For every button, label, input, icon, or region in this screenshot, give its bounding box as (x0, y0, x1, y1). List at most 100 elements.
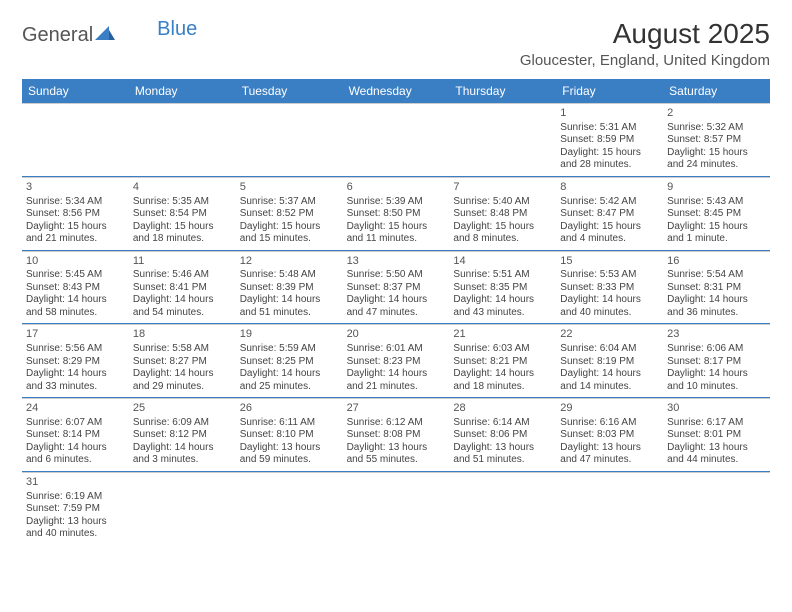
sunrise-text: Sunrise: 5:48 AM (240, 269, 339, 282)
sunrise-text: Sunrise: 6:06 AM (667, 343, 766, 356)
sunset-text: Sunset: 8:03 PM (560, 429, 659, 442)
daylight-text: Daylight: 14 hours and 25 minutes. (240, 368, 339, 393)
calendar-cell: 21Sunrise: 6:03 AMSunset: 8:21 PMDayligh… (449, 324, 556, 397)
calendar-row: 1Sunrise: 5:31 AMSunset: 8:59 PMDaylight… (22, 103, 770, 177)
day-header: Monday (129, 79, 236, 103)
sunrise-text: Sunrise: 5:50 AM (347, 269, 446, 282)
page-subtitle: Gloucester, England, United Kingdom (520, 52, 770, 69)
calendar-cell-empty (22, 103, 129, 176)
day-number: 23 (667, 328, 766, 342)
daylight-text: Daylight: 15 hours and 24 minutes. (667, 147, 766, 172)
day-number: 28 (453, 402, 552, 416)
sunset-text: Sunset: 8:48 PM (453, 208, 552, 221)
day-number: 7 (453, 181, 552, 195)
calendar-cell-empty (129, 103, 236, 176)
sunset-text: Sunset: 8:23 PM (347, 356, 446, 369)
calendar-cell: 22Sunrise: 6:04 AMSunset: 8:19 PMDayligh… (556, 324, 663, 397)
day-number: 10 (26, 255, 125, 269)
daylight-text: Daylight: 15 hours and 15 minutes. (240, 221, 339, 246)
calendar-cell: 31Sunrise: 6:19 AMSunset: 7:59 PMDayligh… (22, 472, 129, 545)
calendar-cell: 6Sunrise: 5:39 AMSunset: 8:50 PMDaylight… (343, 177, 450, 250)
daylight-text: Daylight: 14 hours and 47 minutes. (347, 294, 446, 319)
daylight-text: Daylight: 15 hours and 11 minutes. (347, 221, 446, 246)
logo-text-1: General (22, 24, 93, 47)
sunrise-text: Sunrise: 6:19 AM (26, 491, 125, 504)
calendar: SundayMondayTuesdayWednesdayThursdayFrid… (22, 79, 770, 545)
day-header: Tuesday (236, 79, 343, 103)
sunrise-text: Sunrise: 5:40 AM (453, 196, 552, 209)
day-number: 12 (240, 255, 339, 269)
sunset-text: Sunset: 8:57 PM (667, 134, 766, 147)
calendar-row: 3Sunrise: 5:34 AMSunset: 8:56 PMDaylight… (22, 177, 770, 251)
calendar-cell: 5Sunrise: 5:37 AMSunset: 8:52 PMDaylight… (236, 177, 343, 250)
calendar-cell-empty (129, 472, 236, 545)
sunset-text: Sunset: 8:33 PM (560, 282, 659, 295)
daylight-text: Daylight: 14 hours and 3 minutes. (133, 442, 232, 467)
sunrise-text: Sunrise: 5:43 AM (667, 196, 766, 209)
calendar-cell: 1Sunrise: 5:31 AMSunset: 8:59 PMDaylight… (556, 103, 663, 176)
calendar-cell: 27Sunrise: 6:12 AMSunset: 8:08 PMDayligh… (343, 398, 450, 471)
sunrise-text: Sunrise: 5:42 AM (560, 196, 659, 209)
sunrise-text: Sunrise: 5:39 AM (347, 196, 446, 209)
day-number: 1 (560, 107, 659, 121)
daylight-text: Daylight: 15 hours and 8 minutes. (453, 221, 552, 246)
daylight-text: Daylight: 15 hours and 1 minute. (667, 221, 766, 246)
calendar-cell: 17Sunrise: 5:56 AMSunset: 8:29 PMDayligh… (22, 324, 129, 397)
daylight-text: Daylight: 14 hours and 33 minutes. (26, 368, 125, 393)
sunset-text: Sunset: 8:59 PM (560, 134, 659, 147)
sunset-text: Sunset: 8:47 PM (560, 208, 659, 221)
daylight-text: Daylight: 15 hours and 4 minutes. (560, 221, 659, 246)
sunrise-text: Sunrise: 5:56 AM (26, 343, 125, 356)
sunrise-text: Sunrise: 5:46 AM (133, 269, 232, 282)
calendar-row: 17Sunrise: 5:56 AMSunset: 8:29 PMDayligh… (22, 324, 770, 398)
sunset-text: Sunset: 8:35 PM (453, 282, 552, 295)
day-header: Saturday (663, 79, 770, 103)
daylight-text: Daylight: 13 hours and 59 minutes. (240, 442, 339, 467)
calendar-cell-empty (236, 472, 343, 545)
sunrise-text: Sunrise: 6:01 AM (347, 343, 446, 356)
sunrise-text: Sunrise: 6:16 AM (560, 417, 659, 430)
sunrise-text: Sunrise: 5:53 AM (560, 269, 659, 282)
sunset-text: Sunset: 8:25 PM (240, 356, 339, 369)
sunset-text: Sunset: 8:50 PM (347, 208, 446, 221)
daylight-text: Daylight: 14 hours and 43 minutes. (453, 294, 552, 319)
day-number: 3 (26, 181, 125, 195)
sunset-text: Sunset: 8:06 PM (453, 429, 552, 442)
calendar-cell: 4Sunrise: 5:35 AMSunset: 8:54 PMDaylight… (129, 177, 236, 250)
sunrise-text: Sunrise: 6:17 AM (667, 417, 766, 430)
sunset-text: Sunset: 8:56 PM (26, 208, 125, 221)
sunset-text: Sunset: 7:59 PM (26, 503, 125, 516)
calendar-cell: 23Sunrise: 6:06 AMSunset: 8:17 PMDayligh… (663, 324, 770, 397)
calendar-cell: 2Sunrise: 5:32 AMSunset: 8:57 PMDaylight… (663, 103, 770, 176)
daylight-text: Daylight: 13 hours and 44 minutes. (667, 442, 766, 467)
day-number: 13 (347, 255, 446, 269)
calendar-cell: 29Sunrise: 6:16 AMSunset: 8:03 PMDayligh… (556, 398, 663, 471)
calendar-page: General Blue August 2025 Gloucester, Eng… (0, 0, 792, 563)
day-number: 21 (453, 328, 552, 342)
page-title: August 2025 (520, 18, 770, 50)
sunrise-text: Sunrise: 5:54 AM (667, 269, 766, 282)
calendar-cell-empty (556, 472, 663, 545)
sunrise-text: Sunrise: 6:04 AM (560, 343, 659, 356)
sunrise-text: Sunrise: 5:37 AM (240, 196, 339, 209)
calendar-cell: 28Sunrise: 6:14 AMSunset: 8:06 PMDayligh… (449, 398, 556, 471)
day-header: Thursday (449, 79, 556, 103)
daylight-text: Daylight: 13 hours and 47 minutes. (560, 442, 659, 467)
calendar-cell: 16Sunrise: 5:54 AMSunset: 8:31 PMDayligh… (663, 251, 770, 324)
sunrise-text: Sunrise: 6:14 AM (453, 417, 552, 430)
sunset-text: Sunset: 8:14 PM (26, 429, 125, 442)
sunrise-text: Sunrise: 5:31 AM (560, 122, 659, 135)
day-number: 30 (667, 402, 766, 416)
daylight-text: Daylight: 14 hours and 6 minutes. (26, 442, 125, 467)
day-number: 17 (26, 328, 125, 342)
daylight-text: Daylight: 15 hours and 28 minutes. (560, 147, 659, 172)
sunset-text: Sunset: 8:12 PM (133, 429, 232, 442)
sunrise-text: Sunrise: 6:09 AM (133, 417, 232, 430)
flag-icon (95, 23, 115, 37)
day-number: 11 (133, 255, 232, 269)
sunset-text: Sunset: 8:45 PM (667, 208, 766, 221)
calendar-cell: 26Sunrise: 6:11 AMSunset: 8:10 PMDayligh… (236, 398, 343, 471)
daylight-text: Daylight: 13 hours and 51 minutes. (453, 442, 552, 467)
daylight-text: Daylight: 13 hours and 40 minutes. (26, 516, 125, 541)
daylight-text: Daylight: 15 hours and 21 minutes. (26, 221, 125, 246)
